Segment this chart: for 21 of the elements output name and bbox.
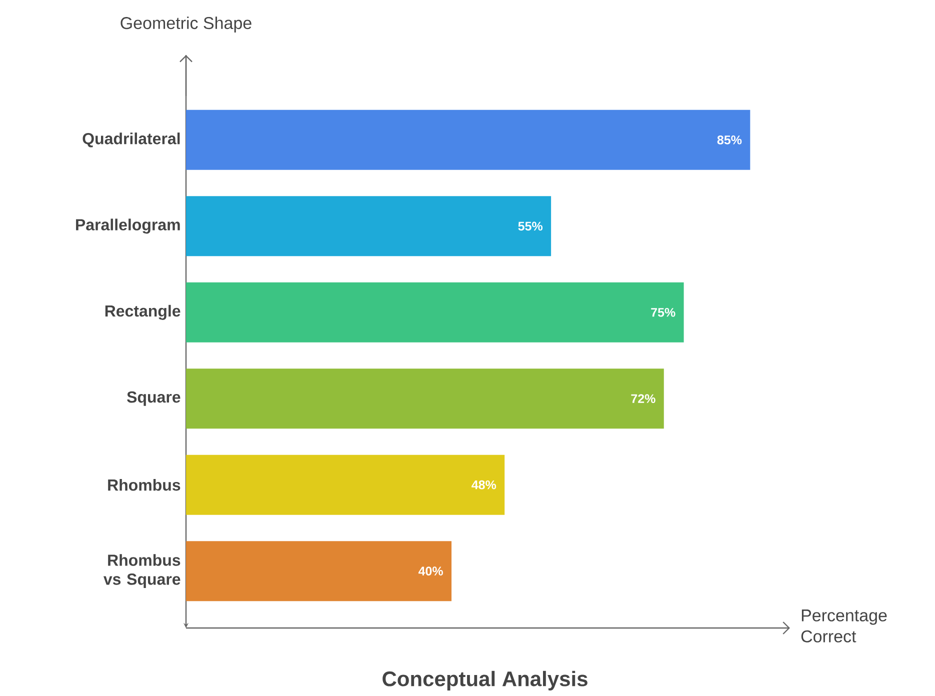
- text: Conceptual Analysis: [382, 670, 588, 690]
- y-tick-label: Rectangle: [105, 304, 180, 320]
- y-tick-label: Quadrilateral: [82, 132, 180, 148]
- bar: [186, 196, 552, 256]
- y-tick-label: Square: [127, 391, 180, 406]
- bar: [186, 541, 452, 602]
- data-label: 85%: [717, 136, 742, 144]
- data-label: 72%: [631, 394, 656, 404]
- bar: [186, 368, 664, 429]
- data-label: 40%: [418, 566, 443, 576]
- data-label: 48%: [472, 480, 496, 490]
- bar: [186, 110, 750, 170]
- y-tick-label: Parallelogram: [76, 218, 180, 234]
- y-axis-title: Geometric Shape: [120, 16, 252, 32]
- x-axis-title: Percentage Correct: [801, 610, 887, 642]
- data-label: 55%: [518, 222, 543, 231]
- data-label: 75%: [651, 308, 676, 317]
- y-tick-label: Rhombus: [108, 478, 180, 491]
- bar: [186, 454, 505, 515]
- bar: [186, 282, 684, 342]
- y-tick-label: Rhombus vs Square: [103, 554, 180, 588]
